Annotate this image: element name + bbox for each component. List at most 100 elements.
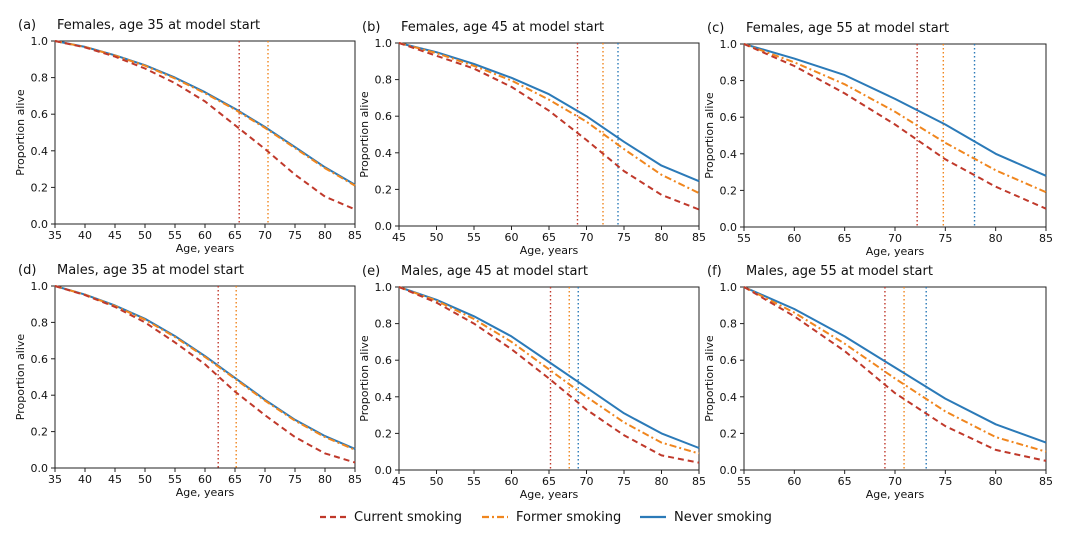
panel-label: (e) — [362, 264, 380, 279]
x-axis-label: Age, years — [176, 242, 235, 255]
x-tick-label: 75 — [617, 475, 631, 488]
x-tick-label: 40 — [78, 473, 92, 486]
y-tick-label: 0.6 — [720, 111, 738, 124]
x-tick-label: 55 — [467, 475, 481, 488]
x-tick-label: 70 — [580, 475, 594, 488]
series-line-former — [743, 43, 1047, 194]
plot-frame — [398, 42, 700, 227]
x-tick-label: 55 — [467, 231, 481, 244]
x-tick-label: 75 — [938, 232, 952, 245]
x-tick-label: 45 — [392, 231, 406, 244]
x-tick-label: 85 — [692, 475, 706, 488]
panel-label: (c) — [707, 21, 724, 36]
y-tick-label: 0.4 — [31, 145, 49, 158]
y-tick-label: 0.4 — [720, 391, 738, 404]
panel-1: (a) Females, age 35 at model start 35 40 45 5… — [14, 18, 362, 255]
y-tick-label: 0.8 — [31, 72, 49, 85]
x-tick-label: 75 — [288, 229, 302, 242]
y-tick-label: 0.6 — [720, 354, 738, 367]
panel-label: (f) — [707, 264, 722, 279]
x-tick-label: 75 — [617, 231, 631, 244]
panel-5: (e) Males, age 45 at model start 45 50 55 60 6… — [358, 264, 706, 501]
panel-title: Males, age 35 at model start — [57, 263, 244, 278]
x-tick-label: 55 — [168, 473, 182, 486]
x-tick-label: 80 — [655, 231, 669, 244]
x-tick-label: 70 — [888, 232, 902, 245]
series-line-never — [398, 286, 700, 449]
y-tick-label: 1.0 — [375, 37, 393, 50]
x-tick-label: 65 — [228, 229, 242, 242]
y-axis-label: Proportion alive — [703, 92, 716, 179]
x-tick-label: 85 — [348, 229, 362, 242]
y-axis-label: Proportion alive — [358, 335, 371, 422]
y-tick-label: 0.2 — [375, 427, 393, 440]
x-tick-label: 55 — [168, 229, 182, 242]
y-axis-label: Proportion alive — [703, 335, 716, 422]
y-tick-label: 0.8 — [375, 318, 393, 331]
x-tick-label: 80 — [318, 473, 332, 486]
x-tick-label: 45 — [108, 473, 122, 486]
x-tick-label: 60 — [198, 229, 212, 242]
y-tick-label: 0.0 — [375, 220, 393, 233]
y-axis-label: Proportion alive — [14, 334, 27, 421]
y-axis-label: Proportion alive — [14, 89, 27, 176]
x-tick-label: 65 — [838, 232, 852, 245]
y-axis-label: Proportion alive — [358, 91, 371, 178]
x-tick-label: 50 — [138, 473, 152, 486]
y-tick-label: 0.2 — [31, 181, 49, 194]
legend-swatch-current — [320, 515, 346, 519]
x-tick-label: 65 — [228, 473, 242, 486]
legend-item-current: Current smoking — [320, 505, 462, 529]
x-axis-label: Age, years — [866, 245, 925, 258]
y-tick-label: 1.0 — [375, 281, 393, 294]
panel-2: (b) Females, age 45 at model start 45 50 55 6… — [358, 20, 706, 257]
legend-swatch-former — [482, 515, 508, 519]
y-tick-label: 0.2 — [720, 427, 738, 440]
series-line-current — [743, 43, 1047, 210]
panel-label: (d) — [18, 263, 36, 278]
y-tick-label: 0.0 — [720, 464, 738, 477]
plot-frame — [54, 285, 356, 469]
y-tick-label: 0.6 — [31, 108, 49, 121]
x-tick-label: 50 — [430, 231, 444, 244]
y-tick-label: 0.8 — [31, 316, 49, 329]
series-line-former — [398, 42, 700, 194]
panel-title: Females, age 55 at model start — [746, 21, 949, 36]
y-tick-label: 0.4 — [375, 391, 393, 404]
y-tick-label: 0.4 — [31, 389, 49, 402]
figure: (a) Females, age 35 at model start 35 40 45 5… — [14, 18, 1053, 501]
series-line-never — [54, 285, 356, 450]
y-tick-label: 1.0 — [720, 281, 738, 294]
x-tick-label: 45 — [392, 475, 406, 488]
panel-label: (a) — [18, 18, 36, 33]
x-tick-label: 60 — [787, 475, 801, 488]
y-tick-label: 0.0 — [720, 221, 738, 234]
y-tick-label: 1.0 — [720, 38, 738, 51]
series-line-former — [743, 286, 1047, 453]
y-tick-label: 0.8 — [720, 75, 738, 88]
legend-item-never: Never smoking — [640, 505, 772, 529]
legend-item-former: Former smoking — [482, 505, 621, 529]
panel-4: (d) Males, age 35 at model start 35 40 45 50 5… — [14, 263, 362, 499]
x-tick-label: 75 — [938, 475, 952, 488]
x-tick-label: 55 — [737, 475, 751, 488]
x-tick-label: 70 — [580, 231, 594, 244]
x-tick-label: 50 — [138, 229, 152, 242]
series-line-current — [398, 286, 700, 464]
series-line-current — [54, 285, 356, 464]
y-tick-label: 0.4 — [720, 148, 738, 161]
x-tick-label: 85 — [1039, 232, 1053, 245]
x-axis-label: Age, years — [520, 488, 579, 501]
y-tick-label: 0.2 — [31, 426, 49, 439]
x-tick-label: 80 — [655, 475, 669, 488]
x-tick-label: 60 — [198, 473, 212, 486]
plot-frame — [743, 43, 1047, 228]
panel-title: Females, age 35 at model start — [57, 18, 260, 33]
panel-title: Males, age 45 at model start — [401, 264, 588, 279]
series-line-never — [743, 43, 1047, 177]
x-tick-label: 80 — [989, 232, 1003, 245]
panel-6: (f) Males, age 55 at model start 55 60 65 70 7… — [703, 264, 1053, 501]
y-tick-label: 0.6 — [31, 353, 49, 366]
y-tick-label: 0.8 — [720, 318, 738, 331]
x-tick-label: 40 — [78, 229, 92, 242]
